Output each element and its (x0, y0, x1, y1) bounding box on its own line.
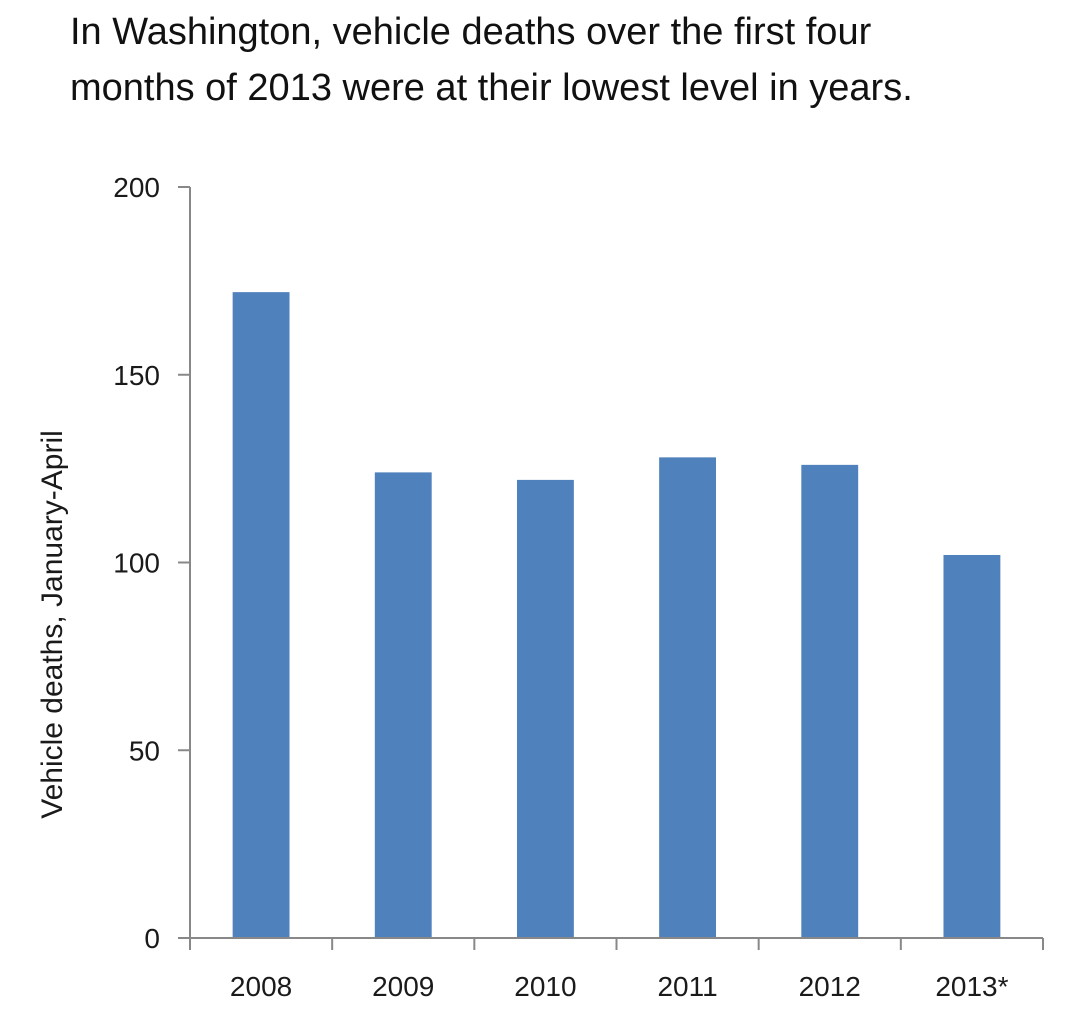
y-tick-label: 50 (129, 735, 160, 766)
bar-2011 (659, 457, 717, 938)
x-tick-label: 2011 (657, 971, 717, 1002)
y-tick-label: 100 (113, 548, 160, 579)
bar-2012 (801, 464, 859, 938)
bar-2013 (943, 554, 1001, 938)
x-tick-label: 2008 (230, 971, 292, 1002)
y-tick-label: 150 (113, 360, 160, 391)
y-axis-title: Vehicle deaths, January-April (36, 430, 69, 819)
bars (232, 292, 1001, 938)
chart-title-line-2: months of 2013 were at their lowest leve… (70, 67, 913, 109)
x-tick-label: 2012 (799, 971, 861, 1002)
y-tick-label: 0 (144, 923, 160, 954)
y-tick-label: 200 (113, 172, 160, 203)
chart-title-line-1: In Washington, vehicle deaths over the f… (70, 11, 872, 53)
x-tick-label: 2013* (935, 971, 1008, 1002)
x-axis-ticks: 2008 2009 2010 2011 2012 2013* (189, 938, 1044, 1002)
y-axis-ticks: 0 50 100 150 200 (113, 172, 190, 954)
x-tick-label: 2010 (514, 971, 576, 1002)
bar-2008 (232, 292, 290, 938)
bar-2009 (374, 472, 432, 938)
x-tick-label: 2009 (372, 971, 434, 1002)
chart-title: In Washington, vehicle deaths over the f… (70, 4, 1070, 116)
bar-2010 (516, 479, 574, 938)
